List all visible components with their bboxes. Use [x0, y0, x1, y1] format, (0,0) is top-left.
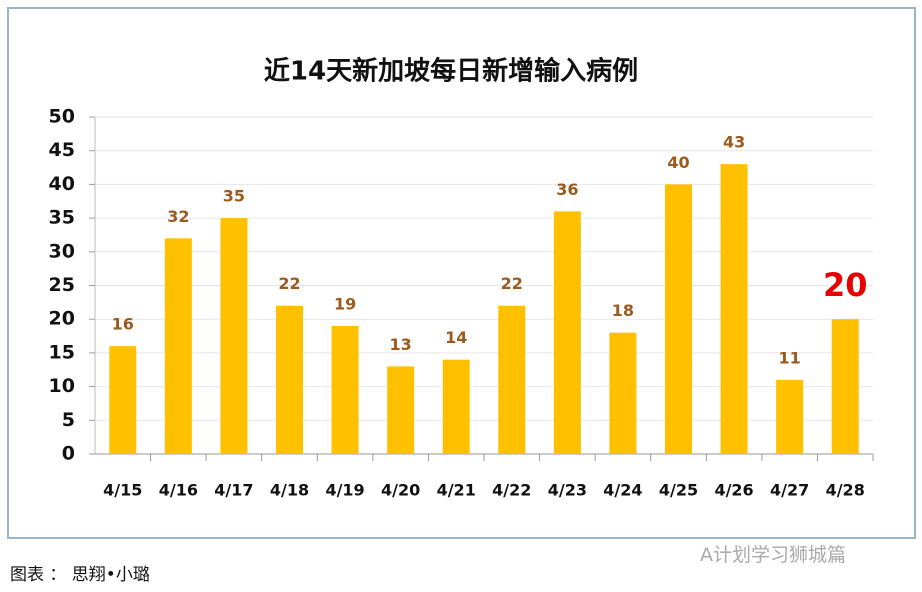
watermark: A计划学习狮城篇	[700, 544, 846, 566]
y-tick-label: 30	[49, 240, 75, 262]
y-tick-label: 25	[49, 274, 75, 296]
value-label: 19	[334, 294, 356, 313]
frame	[7, 7, 916, 539]
value-label: 32	[167, 207, 189, 226]
y-tick-label: 5	[62, 409, 75, 431]
value-label: 22	[501, 274, 523, 293]
x-tick-label: 4/28	[826, 481, 865, 500]
x-tick-label: 4/24	[603, 481, 642, 500]
x-tick-label: 4/21	[437, 481, 476, 500]
bar	[553, 211, 581, 454]
bar	[665, 184, 692, 454]
bar	[109, 346, 137, 454]
bar	[442, 359, 470, 454]
x-tick-label: 4/19	[325, 481, 364, 500]
x-tick-label: 4/17	[214, 481, 253, 500]
y-tick-label: 35	[49, 207, 75, 229]
value-label: 22	[278, 274, 300, 293]
y-tick-label: 15	[49, 341, 75, 363]
bar	[164, 238, 192, 454]
bar	[387, 366, 415, 454]
value-label: 14	[445, 328, 467, 347]
value-label: 40	[667, 153, 689, 172]
bar	[331, 325, 359, 454]
bar	[720, 164, 748, 454]
x-tick-label: 4/26	[714, 481, 753, 500]
bar	[609, 332, 637, 454]
x-tick-label: 4/27	[770, 481, 809, 500]
y-tick-label: 40	[49, 173, 75, 195]
y-tick-label: 50	[49, 106, 75, 128]
bar	[220, 218, 248, 454]
y-tick-label: 10	[49, 375, 75, 397]
x-tick-label: 4/16	[159, 481, 198, 500]
bar	[276, 305, 303, 454]
x-tick-label: 4/25	[659, 481, 698, 500]
value-label: 13	[390, 335, 412, 354]
x-tick-label: 4/22	[492, 481, 531, 500]
value-label: 16	[112, 315, 134, 334]
value-label: 18	[612, 301, 634, 320]
bar	[776, 379, 804, 454]
caption: 图表 ： 思翔•小璐	[10, 565, 150, 585]
value-label: 11	[779, 348, 801, 367]
bar	[498, 305, 526, 454]
x-tick-label: 4/18	[270, 481, 309, 500]
x-tick-label: 4/23	[548, 481, 587, 500]
x-tick-label: 4/20	[381, 481, 420, 500]
value-label: 43	[723, 133, 745, 152]
value-label: 36	[556, 180, 578, 199]
bar	[831, 319, 859, 454]
x-tick-label: 4/15	[103, 481, 142, 500]
y-tick-label: 20	[49, 308, 75, 330]
y-tick-label: 0	[62, 443, 75, 465]
chart-title: 近14天新加坡每日新增输入病例	[264, 56, 638, 87]
chart: 近14天新加坡每日新增输入病例 0 5 10 15 20 25 30 35 40 45 50 4/15…	[7, 7, 916, 539]
value-label: 35	[223, 187, 245, 206]
value-label: 20	[823, 266, 868, 304]
y-tick-label: 45	[49, 139, 75, 161]
